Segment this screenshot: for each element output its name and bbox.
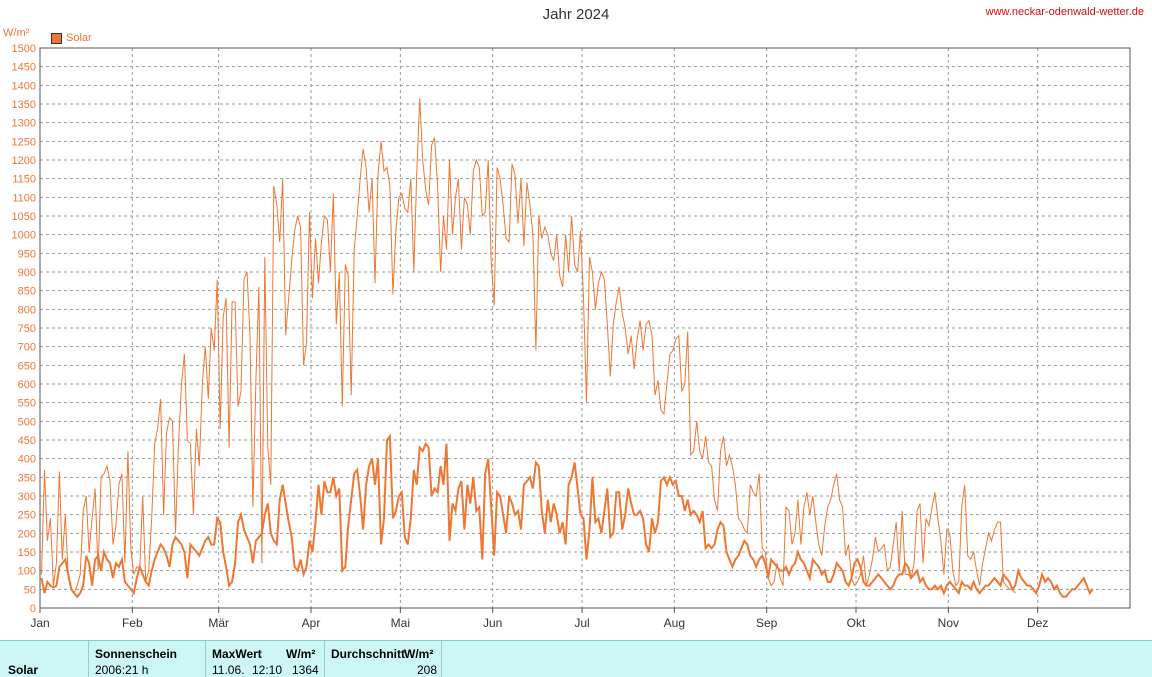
x-tick-label: Jan xyxy=(30,616,49,630)
max-unit: W/m² xyxy=(286,647,316,661)
y-tick-label: 850 xyxy=(18,286,36,298)
plot-frame xyxy=(39,47,1131,609)
max-time: 12:10 xyxy=(252,663,283,677)
sunshine-value: 2006:21 h xyxy=(95,663,149,677)
chart-title: Jahr 2024 xyxy=(542,6,610,23)
table-end-divider xyxy=(441,641,442,677)
series-line-solar-avg xyxy=(40,433,1094,599)
legend: Solar xyxy=(51,32,92,44)
y-axis-unit: W/m² xyxy=(3,27,30,39)
x-tick-label: Apr xyxy=(302,616,321,630)
y-tick-label: 0 xyxy=(30,603,36,615)
x-tick-label: Mai xyxy=(391,616,410,630)
x-tick-label: Dez xyxy=(1027,616,1048,630)
x-tick-label: Nov xyxy=(938,616,959,630)
y-tick-label: 200 xyxy=(18,528,36,540)
x-tick-label: Jul xyxy=(574,616,589,630)
average-unit: W/m² xyxy=(404,647,434,661)
site-link[interactable]: www.neckar-odenwald-wetter.de xyxy=(985,6,1144,18)
x-tick-label: Sep xyxy=(756,616,778,630)
y-tick-label: 1300 xyxy=(12,118,36,130)
y-tick-label: 650 xyxy=(18,360,36,372)
series-line-solar-max xyxy=(41,98,1016,595)
y-tick-label: 1050 xyxy=(12,211,36,223)
average-header: Durchschnitt xyxy=(331,647,406,661)
y-tick-label: 1150 xyxy=(12,174,36,186)
y-tick-label: 600 xyxy=(18,379,36,391)
y-tick-label: 1500 xyxy=(12,43,36,55)
sunshine-header: Sonnenschein xyxy=(95,647,178,661)
y-tick-label: 100 xyxy=(18,566,36,578)
y-tick-label: 1450 xyxy=(12,62,36,74)
y-tick-label: 1400 xyxy=(12,80,36,92)
x-tick-label: Aug xyxy=(664,616,685,630)
max-column: MaxWert W/m² 11.06. 12:10 1364 xyxy=(205,641,324,677)
legend-label: Solar xyxy=(66,32,92,44)
average-value: 208 xyxy=(417,663,438,677)
row-label: Solar xyxy=(8,663,39,677)
legend-swatch xyxy=(51,32,62,44)
y-tick-label: 500 xyxy=(18,416,36,428)
y-tick-label: 400 xyxy=(18,454,36,466)
y-tick-label: 1100 xyxy=(12,192,36,204)
y-tick-label: 750 xyxy=(18,323,36,335)
y-tick-label: 50 xyxy=(24,584,36,596)
x-tick-label: Feb xyxy=(122,616,143,630)
y-tick-label: 700 xyxy=(18,342,36,354)
y-tick-label: 350 xyxy=(18,472,36,484)
x-tick-label: Jun xyxy=(483,616,502,630)
x-tick-label: Okt xyxy=(847,616,866,630)
x-tick-label: Mär xyxy=(208,616,229,630)
summary-table: Solar Sonnenschein 2006:21 h MaxWert W/m… xyxy=(0,640,1152,677)
y-tick-label: 300 xyxy=(18,491,36,503)
average-column: Durchschnitt W/m² 208 xyxy=(324,641,442,677)
y-tick-label: 950 xyxy=(18,248,36,260)
y-tick-label: 1350 xyxy=(12,99,36,111)
max-value: 1364 xyxy=(292,663,319,677)
y-tick-label: 1000 xyxy=(12,230,36,242)
y-tick-label: 150 xyxy=(18,547,36,559)
y-tick-label: 1200 xyxy=(12,155,36,167)
y-tick-label: 900 xyxy=(18,267,36,279)
max-header: MaxWert xyxy=(212,647,262,661)
max-date: 11.06. xyxy=(212,663,245,677)
y-tick-label: 450 xyxy=(18,435,36,447)
sunshine-column: Sonnenschein 2006:21 h xyxy=(88,641,205,677)
y-tick-label: 1250 xyxy=(12,136,36,148)
y-tick-label: 800 xyxy=(18,304,36,316)
solar-chart: 0 50 100 150 200 250 300 350 400 450 500 550 600 650 7… xyxy=(12,43,1131,630)
y-tick-label: 550 xyxy=(18,398,36,410)
y-tick-label: 250 xyxy=(18,510,36,522)
